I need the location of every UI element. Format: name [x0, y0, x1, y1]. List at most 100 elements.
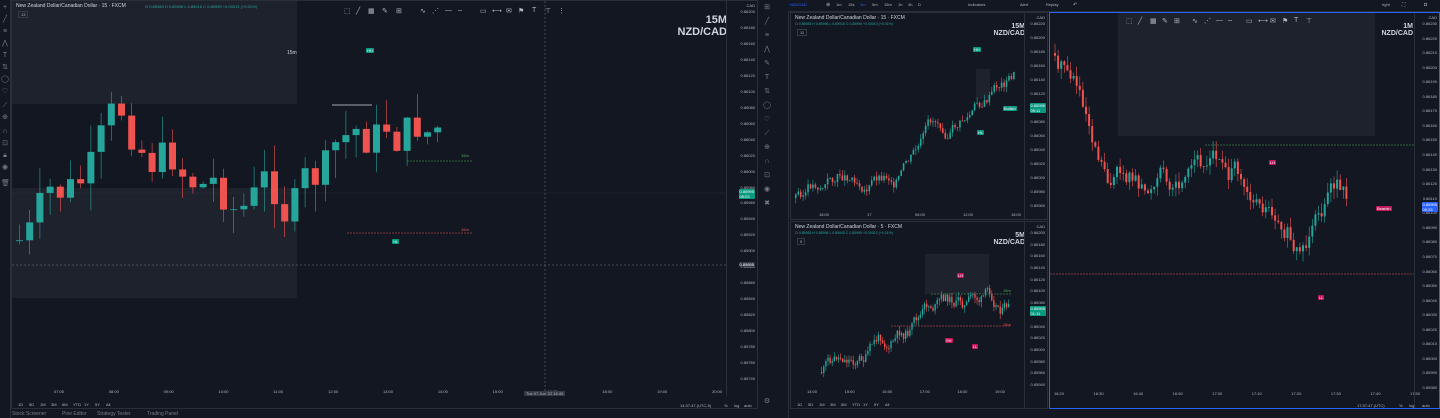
right-chart-panel[interactable]: ⬚ ╱ ▦ ✎ ⊞ ∿ ⋰ — ╌ ▭ ⟷ ✉ ⚑ T ⊤ 1M NZD/CAD… — [1049, 12, 1440, 409]
wave-tool-icon[interactable]: ∿ — [420, 8, 426, 15]
path-tool-icon[interactable]: ⊞ — [396, 8, 402, 15]
eye-icon[interactable]: ◉ — [763, 186, 771, 193]
note-tool-icon[interactable]: ✉ — [1270, 18, 1276, 25]
trash-icon[interactable]: 🗑︎ — [1, 180, 10, 187]
timeframe-button[interactable]: 3M — [51, 402, 57, 407]
left-chart-canvas[interactable] — [12, 1, 758, 409]
zigzag-tool-icon[interactable]: ⋰ — [432, 8, 439, 15]
interval-15s[interactable]: 15s — [848, 2, 855, 7]
zoom-icon[interactable]: ⊕ — [2, 114, 8, 121]
brush-tool-icon[interactable]: ✎ — [382, 8, 388, 15]
timeframe-button[interactable]: 1M — [819, 402, 825, 407]
prediction-icon[interactable]: ⇅ — [2, 64, 8, 71]
crosshair-icon[interactable]: ⊞ — [764, 4, 770, 11]
cursor-tool-icon[interactable]: ⬚ — [1126, 18, 1133, 25]
tab-trading-panel[interactable]: Trading Panel — [147, 411, 178, 417]
mid-bottom-chart-canvas[interactable] — [791, 222, 1048, 409]
mid-top-indicators[interactable]: 11 — [797, 29, 808, 36]
add-symbol-icon[interactable]: ⊕ — [826, 2, 831, 8]
magnet-icon[interactable]: ∩ — [2, 128, 8, 135]
measure-tool-icon[interactable]: ⟷ — [1258, 18, 1269, 25]
interval-1m[interactable]: 1m — [836, 2, 842, 7]
dash-tool-icon[interactable]: ╌ — [1228, 18, 1233, 25]
text-tool-icon[interactable]: T — [532, 7, 537, 14]
fib-icon[interactable]: ≡ — [764, 32, 770, 39]
interval-1m-b[interactable]: 1m — [860, 2, 866, 7]
timeframe-button[interactable]: YTD — [73, 402, 81, 407]
text-tool-icon[interactable]: T — [1294, 17, 1299, 24]
timeframe-button[interactable]: YTD — [852, 402, 860, 407]
timeframe-button[interactable]: 1Y — [863, 402, 868, 407]
timeframe-button[interactable]: All — [106, 402, 111, 407]
timeframe-button[interactable]: 6M — [62, 402, 68, 407]
left-price-axis[interactable]: CAD 0.86200 0.86180 0.86160 0.86140 0.86120 0… — [726, 1, 757, 396]
right-time-axis[interactable]: 16:20 16:30 16:40 16:50 17:00 17:10 17:20 17:30… — [1050, 391, 1420, 399]
undo-icon[interactable]: ↶ — [1073, 2, 1078, 8]
path-tool-icon[interactable]: ⊞ — [1174, 18, 1180, 25]
pattern-icon[interactable]: ⋀ — [764, 46, 770, 53]
interval-d[interactable]: D — [918, 2, 921, 7]
grid-tool-icon[interactable]: ▦ — [1150, 18, 1157, 25]
mid-bottom-price-axis[interactable]: CAD 0.86200 0.86180 0.86160 0.86140 0.86120 0… — [1024, 222, 1047, 408]
lock-draw-icon[interactable]: ⊡ — [2, 140, 8, 147]
ruler-icon[interactable]: ⟋ — [2, 102, 8, 109]
timeframe-button[interactable]: 1D — [797, 402, 803, 407]
timeframe-button[interactable]: 6M — [841, 402, 847, 407]
pattern-icon[interactable]: ⋀ — [2, 40, 8, 47]
fib-icon[interactable]: ≡ — [2, 28, 8, 35]
cursor-tool-icon[interactable]: ⬚ — [344, 8, 351, 15]
hline-tool-icon[interactable]: — — [445, 7, 452, 14]
mid-bottom-chart-panel[interactable]: New Zealand Dollar/Canadian Dollar · 5 ·… — [790, 221, 1048, 409]
tab-stock-screener[interactable]: Stock Screener — [12, 411, 47, 417]
wave-tool-icon[interactable]: ∿ — [1192, 18, 1198, 25]
replay-button[interactable]: Replay — [1046, 2, 1059, 7]
interval-5m[interactable]: 5m — [872, 2, 878, 7]
shapes-icon[interactable]: ◯ — [1, 76, 9, 83]
right-log-toggle[interactable]: log — [1409, 403, 1415, 408]
mid-top-chart-canvas[interactable] — [791, 13, 1048, 220]
grid-tool-icon[interactable]: ▦ — [368, 8, 375, 15]
timeframe-button[interactable]: 3M — [830, 402, 836, 407]
zoom-icon[interactable]: ⊕ — [764, 144, 770, 151]
mid-top-chart-panel[interactable]: New Zealand Dollar/Canadian Dollar · 15 … — [790, 12, 1048, 220]
camera-icon[interactable]: ◘ — [1424, 2, 1428, 8]
dash-tool-icon[interactable]: ╌ — [458, 8, 463, 15]
flag-tool-icon[interactable]: ⚑ — [518, 8, 525, 15]
layout-button[interactable]: right — [1382, 2, 1390, 7]
mid-top-price-axis[interactable]: CAD 0.86220 0.86200 0.86180 0.86160 0.86140 0… — [1024, 13, 1047, 219]
shapes-icon[interactable]: ◯ — [763, 102, 771, 109]
more-tool-icon[interactable]: ⋮ — [558, 8, 565, 15]
settings-icon[interactable]: ⚙ — [763, 398, 771, 405]
indicator-toggle[interactable]: 13 — [18, 11, 29, 18]
heart-icon[interactable]: ♡ — [763, 116, 771, 123]
text-icon[interactable]: T — [2, 52, 8, 59]
timeframe-button[interactable]: 5D — [808, 402, 814, 407]
right-percent-toggle[interactable]: % — [1399, 403, 1403, 408]
timeframe-button[interactable]: 1M — [40, 402, 46, 407]
left-chart-panel[interactable]: New Zealand Dollar/Canadian Dollar · 15 … — [11, 0, 758, 409]
callout-tool-icon[interactable]: ▭ — [480, 8, 487, 15]
timeframe-button[interactable]: 5Y — [874, 402, 879, 407]
trendline-icon[interactable]: ╱ — [2, 16, 8, 23]
timeframe-button[interactable]: 5Y — [95, 402, 100, 407]
text-icon[interactable]: T — [764, 74, 770, 81]
eye-icon[interactable]: ◉ — [1, 164, 9, 171]
timeframe-button[interactable]: 1D — [18, 402, 24, 407]
timeframe-button[interactable]: 5D — [29, 402, 35, 407]
lock-icon[interactable]: 🔒︎ — [3, 152, 7, 159]
measure-tool-icon[interactable]: ⟷ — [492, 8, 503, 15]
timeframe-button[interactable]: 1Y — [84, 402, 89, 407]
interval-15m[interactable]: 15m — [884, 2, 892, 7]
line-tool-icon[interactable]: ╱ — [1138, 18, 1143, 25]
crosshair-icon[interactable]: + — [2, 4, 8, 11]
right-chart-canvas[interactable] — [1050, 13, 1440, 409]
left-time-axis[interactable]: 07:00 08:00 09:00 10:00 11:00 12:00 13:00 14:00… — [12, 389, 729, 397]
line-tool-icon[interactable]: ╱ — [356, 8, 361, 15]
left-auto-toggle[interactable]: auto — [744, 403, 752, 408]
note-tool-icon[interactable]: ✉ — [506, 8, 512, 15]
pin-tool-icon[interactable]: ⊤ — [1306, 18, 1313, 25]
timeframe-button[interactable]: All — [885, 402, 890, 407]
indicators-button[interactable]: Indicators — [968, 2, 986, 7]
pin-tool-icon[interactable]: ⊤ — [545, 8, 552, 15]
tab-strategy-tester[interactable]: Strategy Tester — [97, 411, 131, 417]
